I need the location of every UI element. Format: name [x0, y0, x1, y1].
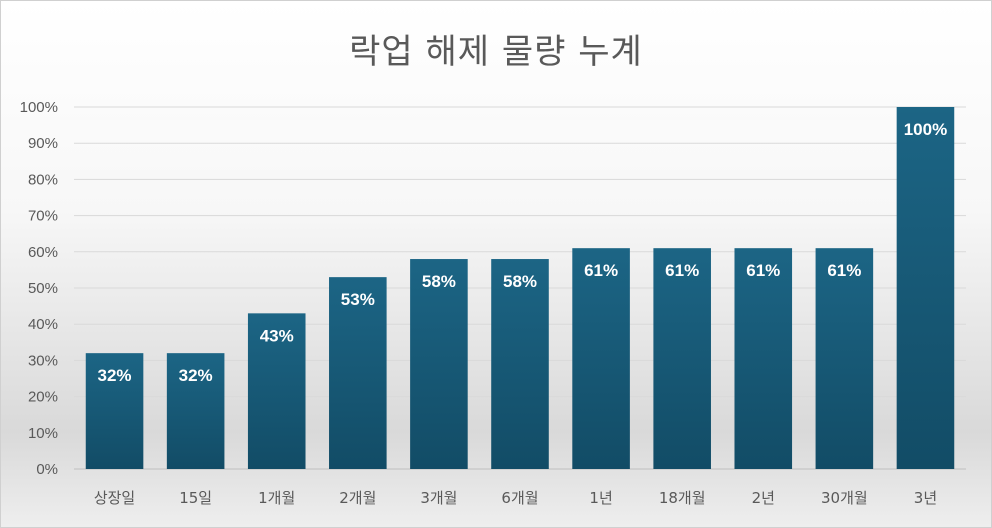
- bar: [410, 259, 468, 469]
- y-tick-label: 80%: [28, 171, 58, 188]
- bar: [85, 353, 144, 469]
- bar: [491, 259, 549, 469]
- x-category-label: 2년: [752, 489, 775, 507]
- bar: [329, 277, 387, 469]
- data-labels: 32% 32% 43% 53% 58% 58% 61% 61% 61% 61% 100%: [98, 120, 948, 385]
- bar: [815, 248, 874, 469]
- x-category-label: 6개월: [501, 489, 538, 507]
- y-tick-label: 0%: [36, 461, 58, 478]
- x-axis-categories: 상장일 15일 1개월 2개월 3개월 6개월 1년 18개월 2년 30개월 3년: [94, 489, 937, 507]
- y-tick-label: 70%: [28, 208, 58, 225]
- data-label: 53%: [341, 290, 375, 309]
- data-label: 61%: [665, 261, 699, 280]
- bar: [247, 313, 306, 469]
- y-tick-label: 30%: [28, 352, 58, 369]
- bar: [653, 248, 711, 469]
- bar: [896, 107, 955, 469]
- y-tick-label: 40%: [28, 316, 58, 333]
- x-category-label: 1개월: [258, 489, 295, 507]
- bar: [734, 248, 793, 469]
- bars: [85, 107, 955, 469]
- data-label: 32%: [98, 366, 132, 385]
- data-label: 58%: [422, 272, 456, 291]
- x-category-label: 15일: [179, 489, 212, 507]
- x-category-label: 2개월: [339, 489, 376, 507]
- x-category-label: 3개월: [420, 489, 457, 507]
- x-category-label: 30개월: [821, 489, 868, 507]
- y-axis-ticks: 0% 10% 20% 30% 40% 50% 60% 70% 80% 90% 100%: [20, 99, 58, 478]
- data-label: 61%: [746, 261, 780, 280]
- y-tick-label: 10%: [28, 425, 58, 442]
- x-category-label: 상장일: [94, 489, 135, 507]
- chart-title: 락업 해제 물량 누계: [349, 32, 643, 72]
- y-tick-label: 20%: [28, 389, 58, 406]
- bar: [572, 248, 630, 469]
- y-tick-label: 60%: [28, 244, 58, 261]
- y-tick-label: 90%: [28, 135, 58, 152]
- bar: [166, 353, 225, 469]
- y-tick-label: 50%: [28, 280, 58, 297]
- data-label: 100%: [904, 120, 947, 139]
- data-label: 43%: [260, 326, 294, 345]
- data-label: 61%: [584, 261, 618, 280]
- data-label: 58%: [503, 272, 537, 291]
- data-label: 32%: [179, 366, 213, 385]
- y-tick-label: 100%: [20, 99, 58, 116]
- x-category-label: 18개월: [659, 489, 706, 507]
- x-category-label: 3년: [914, 489, 937, 507]
- data-label: 61%: [827, 261, 861, 280]
- x-category-label: 1년: [589, 489, 612, 507]
